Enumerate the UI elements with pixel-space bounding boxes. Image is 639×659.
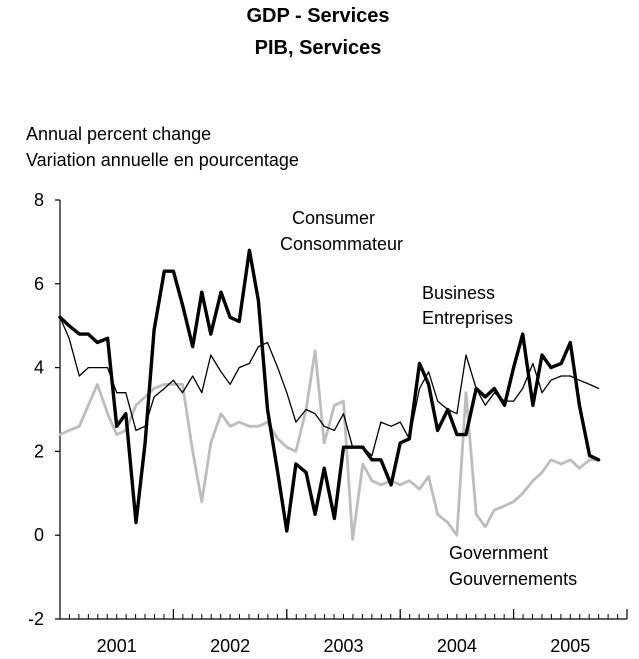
x-tick-label: 2003 bbox=[323, 636, 363, 656]
annotation-consumer: Consumer Consommateur bbox=[280, 208, 403, 254]
annotation-business-fr: Entreprises bbox=[422, 308, 513, 328]
series-layer bbox=[58, 248, 601, 541]
y-tick-label: 2 bbox=[34, 441, 44, 461]
series-line-business bbox=[59, 316, 600, 457]
y-axis-label: Annual percent change bbox=[26, 124, 211, 144]
annotation-government-fr: Gouvernements bbox=[449, 569, 577, 589]
y-tick-label: 0 bbox=[34, 525, 44, 545]
annotation-government: Government Gouvernements bbox=[449, 543, 577, 589]
y-tick-label: -2 bbox=[28, 609, 44, 629]
annotation-business: Business Entreprises bbox=[422, 283, 513, 328]
chart-subtitle: PIB, Services bbox=[255, 37, 382, 59]
annotation-government-en: Government bbox=[449, 543, 548, 563]
annotation-consumer-fr: Consommateur bbox=[280, 234, 403, 254]
chart-title: GDP - Services bbox=[246, 5, 389, 27]
annotation-business-en: Business bbox=[422, 283, 495, 303]
y-tick-label: 6 bbox=[34, 274, 44, 294]
x-tick-label: 2001 bbox=[97, 636, 137, 656]
x-tick-label: 2004 bbox=[437, 636, 477, 656]
annotation-consumer-en: Consumer bbox=[292, 208, 375, 228]
y-tick-label: 4 bbox=[34, 358, 44, 378]
y-tick-label: 8 bbox=[34, 190, 44, 210]
axes: 8 6 4 2 0 -2 2001 2002 2003 2004 2005 bbox=[28, 190, 628, 656]
x-tick-label: 2005 bbox=[550, 636, 590, 656]
series-line-consumer bbox=[58, 248, 601, 533]
series-line-government bbox=[58, 349, 600, 541]
x-tick-label: 2002 bbox=[210, 636, 250, 656]
y-axis-label-fr: Variation annuelle en pourcentage bbox=[26, 150, 299, 170]
